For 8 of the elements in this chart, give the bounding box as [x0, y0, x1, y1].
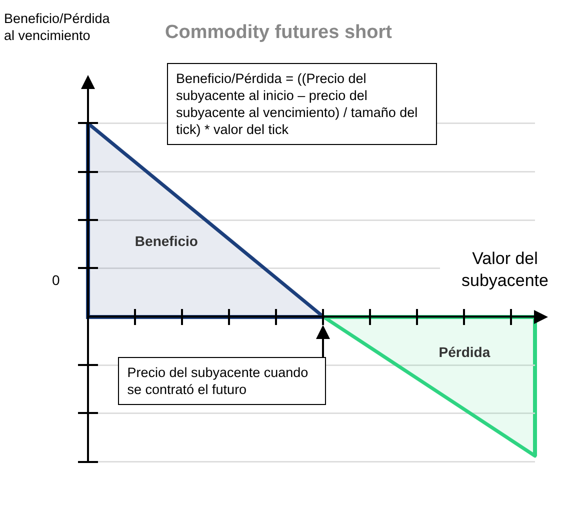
text: 0 — [52, 272, 60, 288]
series-label: Pérdida — [438, 344, 490, 360]
annotation: Beneficio/Pérdida = ((Precio del subyacente al inicio – precio del subyacente al vencimiento) / tamaño del tick) * valor del tick — [167, 63, 437, 145]
x-axis-title: Valor del subyacente — [440, 248, 569, 292]
chart-title: Commodity futures short — [165, 22, 392, 44]
text: Beneficio/Pérdida al vencimiento — [4, 10, 111, 44]
annotation: Precio del subyacente cuando se contrató el futuro — [118, 356, 326, 405]
series-label: Beneficio — [134, 233, 198, 250]
